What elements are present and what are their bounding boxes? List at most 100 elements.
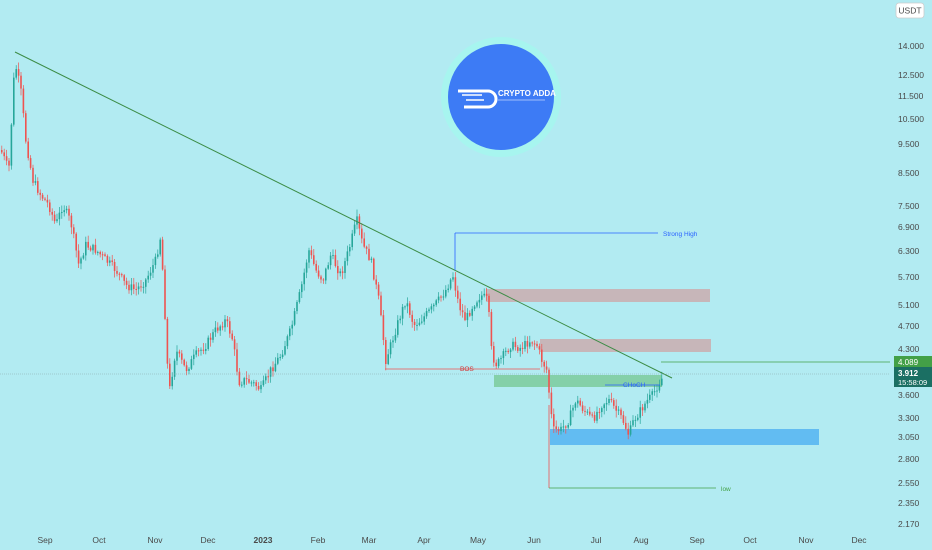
candle [418,318,421,327]
candle [154,253,157,269]
candle [401,304,404,326]
candle [166,316,169,369]
candle [557,426,560,435]
candle [101,251,104,261]
candle [207,335,209,351]
trendline[interactable] [14,51,673,379]
price-tick: 8.500 [898,168,920,178]
price-tick: 6.900 [898,222,920,232]
candle [82,252,85,260]
candle [274,357,277,373]
candle [317,265,320,279]
candle [51,208,53,221]
demand-zone-green[interactable] [494,375,662,387]
candle [620,407,622,420]
candle [356,209,358,230]
price-tick: 2.170 [898,519,920,529]
candle [20,72,22,96]
supply-zone-upper[interactable] [486,289,710,302]
candle [262,375,265,387]
candle [562,419,565,433]
candle [99,250,101,258]
candle [197,347,200,357]
candle [610,392,613,403]
candle [512,338,514,352]
candle [325,267,327,285]
choch-label: CHoCH [623,382,646,389]
candle [545,360,548,374]
price-tick: 3.300 [898,413,920,423]
candle [39,189,41,201]
candle [171,372,173,390]
candle [116,266,118,277]
candle [94,238,97,255]
candle [608,394,610,406]
time-axis[interactable]: Sep Oct Nov Dec 2023 Feb Mar Apr May Jun Jul Aug Sep… [37,535,867,545]
candle [442,289,445,301]
candle [291,320,293,336]
candle [409,301,411,318]
candle [555,420,557,433]
candle [75,232,77,258]
candle [613,397,615,409]
crypto-adda-logo: CRYPTO ADDA [441,37,561,157]
currency-badge[interactable]: USDT [895,2,925,19]
candle [157,249,159,259]
candle [97,250,99,256]
candle [257,382,260,391]
candles-layer [1,62,663,440]
candle [615,399,617,418]
candle [49,199,51,216]
candle [365,245,368,255]
price-tick: 9.500 [898,139,920,149]
supply-zone-lower[interactable] [540,339,711,352]
time-tick: Nov [147,535,163,545]
time-tick: Nov [798,535,814,545]
candle [649,389,651,403]
candle [461,304,464,318]
price-tick: 3.600 [898,390,920,400]
candle [526,336,529,354]
time-tick: Oct [92,535,106,545]
candle [205,343,207,355]
candle [488,293,490,317]
candle [195,346,197,358]
price-axis[interactable]: 14.000 12.500 11.500 10.500 9.500 8.500 7.500 6… [898,41,924,529]
candle [241,381,243,388]
candle [269,366,272,383]
candle [104,252,106,257]
level-tag: 4.089 [894,356,932,368]
candle [553,408,555,433]
candle [478,294,481,309]
candle [651,388,653,401]
candle [301,281,303,299]
candle [538,343,541,355]
candle [603,403,605,415]
candle [315,260,317,273]
candle [193,349,195,366]
price-tick: 4.300 [898,344,920,354]
candle [243,376,245,388]
candle [447,284,449,293]
price-tick: 5.100 [898,300,920,310]
time-tick: Feb [311,535,326,545]
candle [452,272,454,282]
candle [394,328,397,343]
candle [135,282,137,296]
candle [634,415,637,427]
candle [327,262,329,270]
candle [514,336,517,351]
candle [56,213,58,223]
candle [361,223,363,244]
candle [214,321,217,337]
demand-zone-blue[interactable] [550,429,819,445]
candle [3,148,5,161]
candle [339,268,341,277]
candle [353,220,356,237]
price-tick: 2.350 [898,498,920,508]
candle [233,336,236,356]
candle [459,292,461,316]
candle [217,322,219,334]
time-tick: Dec [200,535,216,545]
